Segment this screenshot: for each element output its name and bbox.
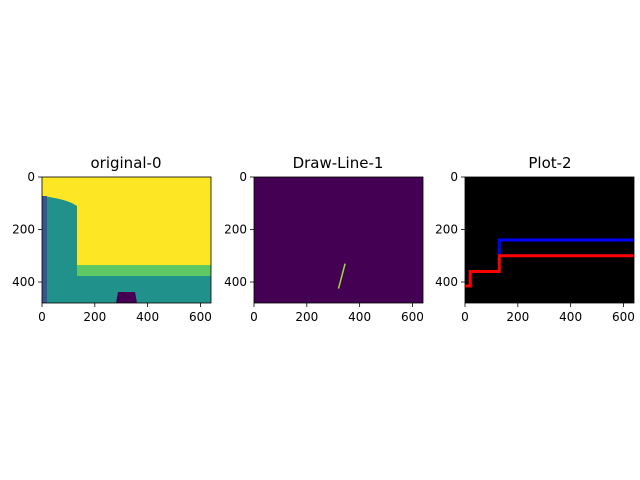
y-tick-label: 0 [450, 170, 458, 184]
x-tick-label: 200 [295, 310, 318, 324]
series-group [465, 238, 634, 288]
region-green [77, 265, 211, 276]
x-tick-label: 0 [461, 310, 469, 324]
region-teal [42, 196, 211, 303]
axes-frame [464, 176, 635, 304]
axis-ticks: 0 200 400 600 0 200 400 [224, 170, 424, 324]
x-tick-label: 400 [136, 310, 159, 324]
y-tick-label: 200 [224, 223, 247, 237]
series-line-1 [465, 254, 634, 288]
y-tick-label: 400 [12, 275, 35, 289]
axis-ticks: 0 200 400 600 0 200 400 [12, 170, 212, 324]
x-tick-label: 600 [189, 310, 212, 324]
drawn-line-segment [337, 263, 346, 289]
panel-title: Draw-Line-1 [293, 154, 384, 172]
panel-title: original-0 [90, 154, 161, 172]
y-tick-label: 400 [435, 275, 458, 289]
region-blue [42, 196, 47, 303]
x-tick-label: 600 [401, 310, 424, 324]
axis-ticks: 0 200 400 600 0 200 400 [435, 170, 635, 324]
region-purple [116, 292, 137, 303]
plot-area [42, 177, 211, 303]
x-tick-label: 0 [38, 310, 46, 324]
panel-plot-2: Plot-2 0 200 400 600 0 200 400 [435, 154, 635, 324]
x-tick-label: 400 [559, 310, 582, 324]
y-tick-label: 400 [224, 275, 247, 289]
x-tick-label: 200 [83, 310, 106, 324]
image-background [254, 177, 423, 303]
x-tick-label: 600 [612, 310, 635, 324]
y-tick-label: 200 [435, 223, 458, 237]
x-tick-label: 200 [506, 310, 529, 324]
plot-area [254, 177, 423, 303]
panel-title: Plot-2 [528, 154, 571, 172]
axes-frame [41, 176, 212, 304]
y-tick-label: 200 [12, 223, 35, 237]
plot-area [465, 177, 634, 303]
x-tick-label: 0 [250, 310, 258, 324]
panel-draw-line-1: Draw-Line-1 0 200 400 600 0 200 400 [224, 154, 424, 324]
series-line-0 [497, 238, 634, 256]
y-tick-label: 0 [27, 170, 35, 184]
y-tick-label: 0 [239, 170, 247, 184]
x-tick-label: 400 [348, 310, 371, 324]
axes-frame [253, 176, 424, 304]
panel-original-0: original-0 0 200 400 600 0 200 400 [12, 154, 212, 324]
